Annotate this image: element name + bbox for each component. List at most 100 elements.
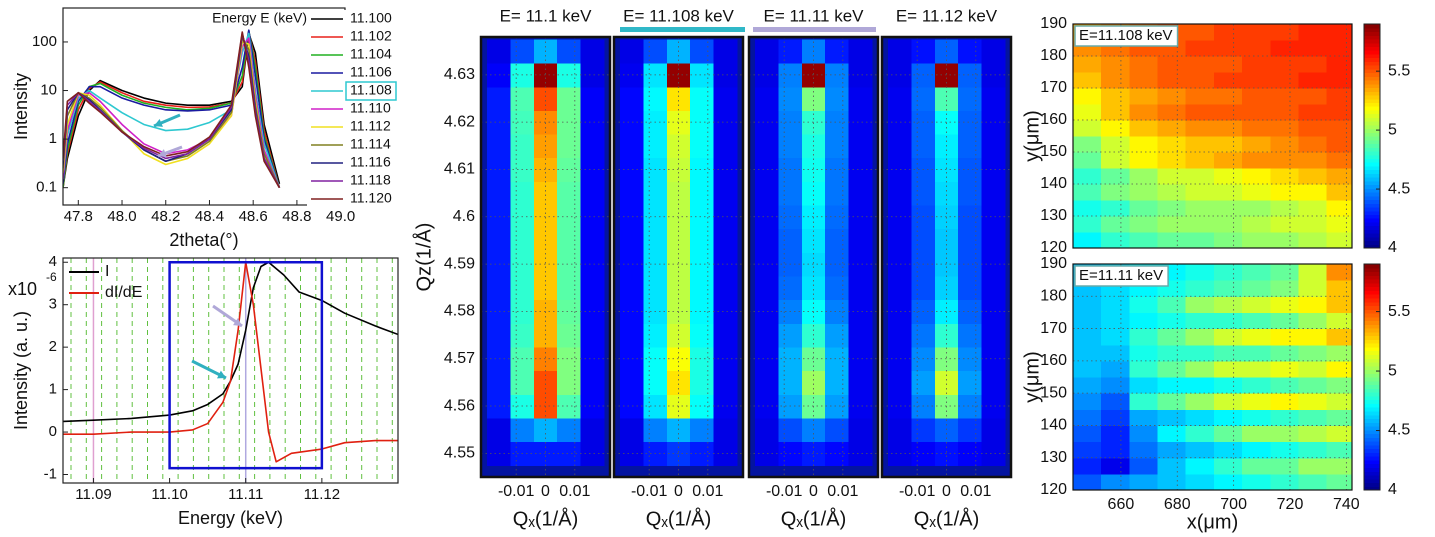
plot-frame — [880, 35, 1013, 479]
y-axis-label: Intensity — [11, 73, 31, 140]
heatmap-cell — [1157, 457, 1187, 475]
heatmap-cell — [1270, 328, 1300, 346]
heatmap-cell — [1298, 88, 1328, 105]
heatmap-cell — [1326, 296, 1352, 314]
heatmap-cell — [825, 39, 850, 64]
heatmap-cell — [1242, 24, 1271, 41]
heatmap-cell — [1242, 152, 1271, 169]
heatmap-cell — [1157, 328, 1187, 346]
colorbar-step — [1364, 414, 1380, 420]
heatmap-cell — [1073, 457, 1102, 475]
heatmap-cell — [981, 323, 1006, 348]
heatmap-cell — [1073, 168, 1102, 185]
heatmap-cell — [1298, 441, 1328, 459]
heatmap-cell — [934, 275, 959, 301]
heatmap-cell — [690, 323, 715, 348]
heatmap-cell — [1073, 360, 1102, 378]
heatmap-cell — [1242, 377, 1271, 394]
heatmap-cell — [1270, 393, 1300, 410]
colorbar-step — [1364, 271, 1380, 276]
heatmap-cell — [1073, 312, 1102, 330]
legend-label: 11.116 — [350, 154, 391, 170]
heatmap-cell — [1270, 425, 1300, 443]
heatmap-cell — [1213, 473, 1243, 490]
plot-area — [882, 37, 1011, 477]
heatmap-cell — [911, 39, 936, 64]
heatmap-cell — [1298, 120, 1328, 137]
colorbar-step — [1364, 229, 1380, 234]
heatmap-cell — [934, 181, 959, 206]
heatmap-cell — [1270, 409, 1300, 427]
heatmap-cell — [1073, 473, 1102, 490]
panel-title-box — [1074, 25, 1179, 47]
y-scale-exponent: -6 — [46, 270, 57, 284]
heatmap-cell — [1270, 377, 1300, 394]
heatmap-cell — [1185, 88, 1215, 105]
heatmap-cell — [1157, 136, 1187, 153]
colorbar-step — [1364, 267, 1380, 273]
heatmap-cell — [1326, 409, 1352, 427]
colorbar-step — [1364, 109, 1380, 115]
heatmap-cell — [1185, 104, 1215, 121]
colorbar-step — [1364, 143, 1380, 148]
colorbar-step — [1364, 177, 1380, 182]
heatmap-cell — [713, 39, 738, 64]
heatmap-cell — [1213, 88, 1243, 105]
colorbar-step — [1364, 380, 1380, 386]
heatmap-cell — [958, 63, 983, 88]
colorbar-step — [1364, 188, 1380, 193]
heatmap-cell — [1129, 344, 1159, 362]
heatmap-cell — [825, 370, 850, 395]
heatmap-cell — [1298, 40, 1328, 57]
heatmap-cell — [713, 275, 738, 301]
heatmap-cell — [580, 110, 605, 135]
heatmap-cell — [825, 299, 850, 324]
heatmap-cell — [1185, 72, 1215, 89]
heatmap-cell — [754, 417, 779, 443]
heatmap-cell — [848, 133, 873, 159]
colorbar-step — [1364, 422, 1380, 427]
colorbar-step — [1364, 165, 1380, 171]
heatmap-cell — [1242, 216, 1271, 233]
heatmap-cell — [1270, 280, 1300, 297]
heatmap-cell — [690, 299, 715, 324]
heatmap-cell — [713, 204, 738, 230]
heatmap-cell — [580, 370, 605, 395]
heatmap-cell — [1129, 377, 1159, 394]
heatmap-cell — [1270, 136, 1300, 153]
heatmap-cell — [848, 417, 873, 443]
colorbar-step — [1364, 53, 1380, 59]
heatmap-cell — [1298, 296, 1328, 314]
heatmap-cell — [1298, 200, 1328, 217]
heatmap-cell — [666, 275, 691, 301]
colorbar-step — [1364, 471, 1380, 476]
heatmap-cell — [911, 417, 936, 443]
heatmap-cell — [1185, 136, 1215, 153]
heatmap-cell — [981, 228, 1006, 253]
heatmap-cell — [1326, 104, 1352, 121]
colorbar-step — [1364, 233, 1380, 238]
heatmap-cell — [887, 39, 912, 64]
colorbar-step — [1364, 339, 1380, 344]
y-tick-label: 4.6 — [453, 208, 475, 225]
heatmap-cell — [825, 323, 850, 348]
heatmap-cell — [1242, 457, 1271, 475]
heatmap-cell — [619, 133, 644, 159]
heatmap-cell — [958, 86, 983, 111]
y-tick-label: 180 — [1040, 47, 1067, 64]
heatmap-cell — [1270, 216, 1300, 233]
heatmap-cell — [1185, 168, 1215, 185]
colorbar-step — [1364, 407, 1380, 412]
colorbar-step — [1364, 46, 1380, 51]
heatmap-cell — [958, 417, 983, 443]
colorbar-step — [1364, 478, 1380, 484]
y-tick-label: 140 — [1040, 417, 1067, 434]
y-tick-label: 180 — [1040, 288, 1067, 305]
heatmap-cell — [848, 323, 873, 348]
plot-area — [1073, 24, 1352, 248]
heatmap-cell — [981, 39, 1006, 64]
heatmap-cell — [1242, 104, 1271, 121]
plot-frame — [612, 35, 745, 479]
heatmap-cell — [580, 394, 605, 419]
heatmap-cell — [1101, 473, 1130, 490]
